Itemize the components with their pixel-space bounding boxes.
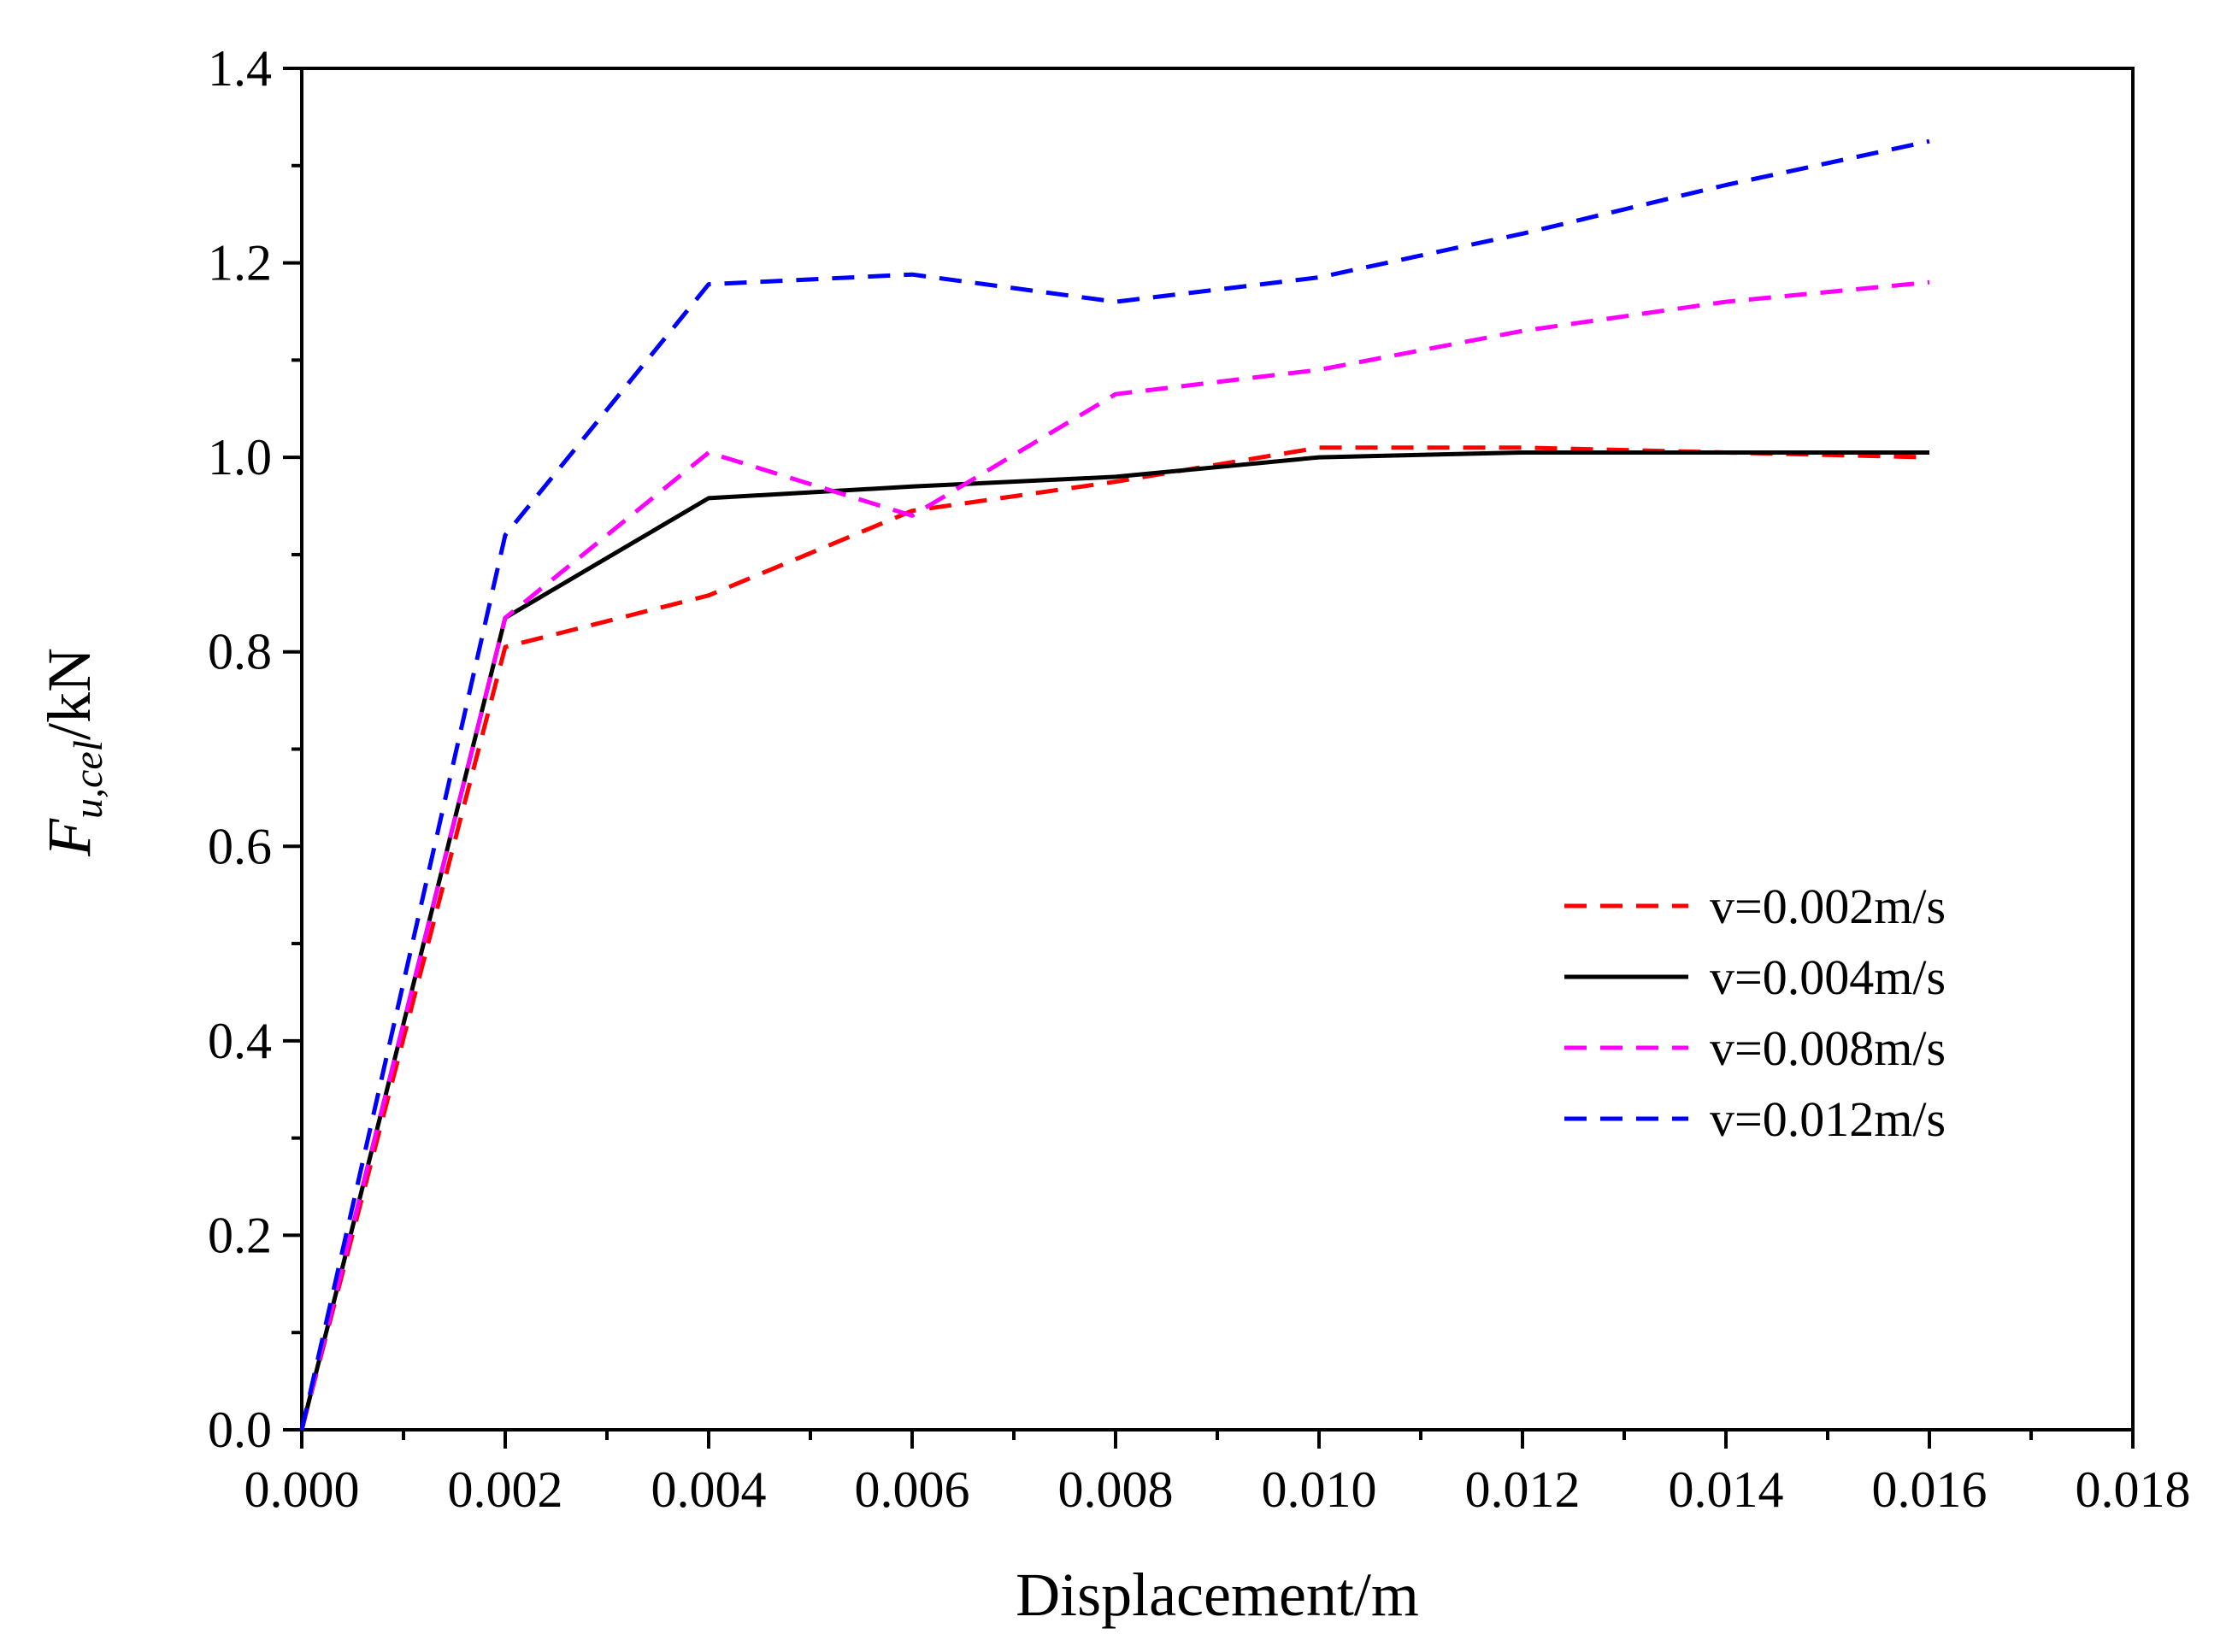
y-axis-tick-labels: 0.0 0.2 0.4 0.6 0.8 1.0 1.2 1.4 <box>208 40 272 1458</box>
y-axis-title-subscript: u,cel <box>66 740 111 819</box>
legend-label-2: v=0.004m/s <box>1710 949 1946 1005</box>
y-tick-label: 0.8 <box>208 624 272 680</box>
legend-label-4: v=0.012m/s <box>1710 1091 1946 1147</box>
x-axis-title: Displacement/m <box>1016 1561 1419 1629</box>
series-lines <box>299 138 1930 1431</box>
x-tick-label: 0.018 <box>2076 1461 2191 1518</box>
y-axis-title-unit: /kN <box>35 648 103 740</box>
y-axis-ticks <box>283 67 302 1432</box>
x-axis-ticks <box>300 1430 2135 1449</box>
y-tick-label: 1.0 <box>208 429 272 485</box>
series-line-4 <box>299 138 1930 1431</box>
x-tick-label: 0.010 <box>1262 1461 1377 1518</box>
x-tick-label: 0.004 <box>651 1461 767 1518</box>
x-axis-tick-labels: 0.000 0.002 0.004 0.006 0.008 0.010 0.012 0.014… <box>244 1461 2191 1518</box>
series-line-3 <box>299 279 1930 1431</box>
x-tick-label: 0.000 <box>244 1461 360 1518</box>
x-tick-label: 0.016 <box>1872 1461 1988 1518</box>
plot-frame <box>300 67 2135 1432</box>
x-tick-label: 0.008 <box>1058 1461 1174 1518</box>
y-tick-label: 0.4 <box>208 1013 272 1069</box>
y-tick-label: 0.2 <box>208 1207 272 1263</box>
y-tick-label: 1.2 <box>208 235 272 291</box>
x-tick-label: 0.014 <box>1669 1461 1784 1518</box>
y-axis-title-main: F <box>35 818 103 857</box>
legend: v=0.002m/s v=0.004m/s v=0.008m/s v=0.012m/s <box>1564 879 1946 1147</box>
x-tick-label: 0.012 <box>1465 1461 1581 1518</box>
y-axis-title: Fu,cel/kN <box>35 648 111 857</box>
y-tick-label: 0.0 <box>208 1402 272 1458</box>
legend-label-3: v=0.008m/s <box>1710 1020 1946 1076</box>
y-tick-label: 0.6 <box>208 818 272 874</box>
x-tick-label: 0.006 <box>855 1461 970 1518</box>
x-tick-label: 0.002 <box>448 1461 563 1518</box>
legend-label-1: v=0.002m/s <box>1710 879 1946 934</box>
series-line-2 <box>299 450 1929 1431</box>
y-tick-label: 1.4 <box>208 40 272 97</box>
